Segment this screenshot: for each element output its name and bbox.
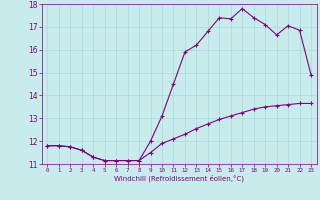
X-axis label: Windchill (Refroidissement éolien,°C): Windchill (Refroidissement éolien,°C): [114, 175, 244, 182]
